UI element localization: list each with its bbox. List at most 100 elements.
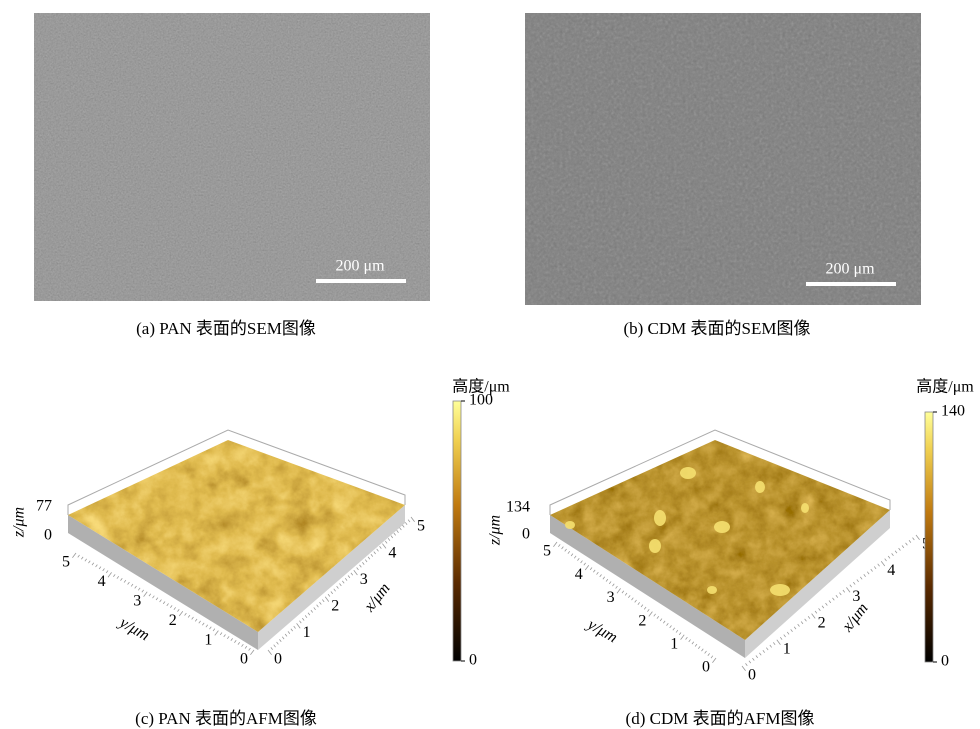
axis-tick (676, 630, 678, 632)
axis-tick (638, 602, 640, 604)
colorbar-tick-label: 0 (469, 652, 477, 669)
axis-tick (902, 545, 904, 547)
axis-tick (397, 530, 399, 532)
caption: (d) CDM 表面的AFM图像 (626, 709, 815, 728)
axis-tick (342, 581, 344, 583)
axis-tick (892, 553, 894, 555)
axis-tick (913, 538, 915, 540)
axis-tick (405, 522, 407, 524)
axis-tick (238, 642, 240, 644)
surface-peak (755, 481, 765, 493)
axis-tick (391, 536, 393, 538)
axis-tick (299, 621, 301, 623)
axis-tick (400, 528, 402, 530)
axis-tick (362, 562, 364, 564)
axis-tick (249, 648, 251, 650)
axis-tick (857, 580, 859, 582)
axis-tick (635, 600, 637, 602)
x-tick-label: 3 (360, 571, 368, 588)
z-tick-label: 77 (36, 498, 52, 515)
axis-tick (763, 650, 765, 652)
caption: (c) PAN 表面的AFM图像 (135, 709, 317, 728)
x-tick-label: 0 (274, 651, 282, 668)
figure: 200 μm (a) PAN 表面的SEM图像 200 μm (b) CDM 表… (0, 0, 980, 729)
axis-tick (322, 599, 324, 601)
axis-tick (220, 633, 222, 635)
axis-tick (597, 572, 599, 574)
axis-tick (667, 623, 669, 625)
axis-tick (770, 645, 772, 647)
axis-tick (374, 552, 376, 554)
axis-tick (195, 619, 197, 621)
axis-tick (124, 580, 126, 582)
axis-tick (571, 554, 573, 556)
axis-tick (711, 656, 713, 658)
y-tick-label: 2 (638, 612, 646, 629)
surface-peak (565, 521, 575, 529)
axis-tick (874, 566, 876, 568)
axis-tick (766, 648, 768, 650)
axis-tick (787, 632, 789, 634)
surface-peak (707, 586, 717, 594)
axis-tick (584, 563, 586, 565)
axis-tick (899, 548, 901, 550)
axis-tick (365, 560, 367, 562)
axis-tick (906, 543, 908, 545)
y-tick-label: 1 (670, 635, 678, 652)
axis-tick (163, 602, 165, 604)
axis-tick (297, 623, 301, 628)
axis-tick (647, 609, 649, 611)
axis-tick (609, 581, 611, 583)
axis-tick (654, 614, 656, 616)
y-tick-label: 4 (575, 566, 583, 583)
axis-tick (144, 592, 148, 597)
axis-tick (215, 631, 219, 636)
axis-tick (394, 533, 396, 535)
axis-tick (340, 584, 342, 586)
axis-tick (590, 568, 592, 570)
axis-tick (701, 649, 703, 651)
axis-tick (371, 554, 373, 556)
axis-tick (317, 605, 319, 607)
axis-tick (698, 646, 700, 648)
axis-tick (695, 644, 697, 646)
y-tick-label: 3 (607, 589, 615, 606)
colorbar (925, 412, 933, 662)
axis-tick (574, 556, 576, 558)
axis-tick (822, 606, 824, 608)
axis-tick (628, 595, 630, 597)
axis-tick (291, 629, 293, 631)
axis-tick (641, 605, 643, 607)
axis-tick (72, 553, 76, 558)
axis-tick (408, 520, 410, 522)
axis-tick (660, 619, 662, 621)
axis-tick (644, 607, 646, 609)
axis-tick (749, 661, 751, 663)
axis-tick (815, 611, 817, 613)
axis-tick (279, 639, 281, 641)
axis-tick (742, 666, 746, 671)
axis-tick (843, 590, 845, 592)
axis-tick (612, 584, 614, 586)
axis-tick (242, 644, 244, 646)
axis-tick (156, 598, 158, 600)
axis-tick (106, 570, 108, 572)
axis-tick (348, 576, 350, 578)
axis-tick (354, 570, 358, 575)
afm-surface (68, 440, 405, 632)
axis-tick (153, 596, 155, 598)
axis-tick (829, 601, 831, 603)
surface-peak (714, 521, 730, 533)
axis-tick (850, 585, 852, 587)
axis-tick (177, 609, 179, 611)
axis-tick (756, 656, 758, 658)
axis-tick (600, 574, 602, 576)
axis-tick (681, 635, 685, 640)
axis-tick (305, 615, 307, 617)
axis-tick (801, 621, 803, 623)
z-tick-label: 0 (44, 527, 52, 544)
axis-tick (846, 587, 850, 592)
scale-label: 200 μm (825, 261, 875, 278)
axis-tick (231, 638, 233, 640)
axis-tick (224, 634, 226, 636)
